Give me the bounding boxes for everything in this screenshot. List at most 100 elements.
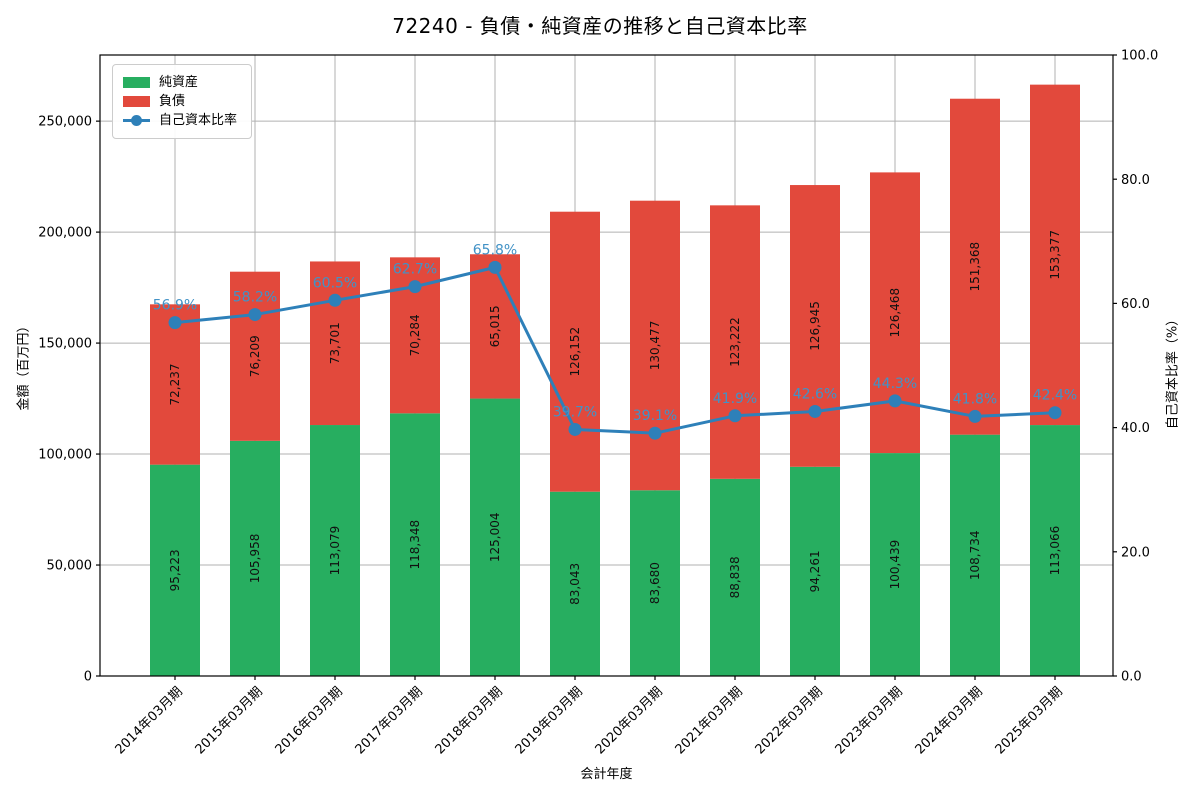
equity-ratio-value-label: 41.8%: [953, 391, 997, 407]
bar-value-label-liabilities: 126,468: [888, 288, 902, 338]
equity-ratio-value-label: 58.2%: [233, 290, 277, 306]
y-axis-right-tick-label: 60.0: [1121, 297, 1150, 312]
equity-ratio-swatch: [123, 115, 150, 126]
equity-ratio-value-label: 65.8%: [473, 242, 517, 258]
y-axis-left-tick-label: 250,000: [38, 115, 92, 130]
bar-segment-liabilities: [710, 205, 760, 479]
y-axis-right-tick-label: 80.0: [1121, 173, 1150, 188]
y-axis-left-tick-label: 50,000: [47, 559, 93, 574]
bar-value-label-liabilities: 70,284: [408, 314, 422, 356]
bar-value-label-liabilities: 123,222: [728, 317, 742, 367]
equity-ratio-value-label: 39.7%: [553, 404, 597, 420]
bar-value-label-liabilities: 72,237: [168, 363, 182, 405]
x-axis-tick-label: 2014年03月期: [113, 684, 186, 757]
bar-value-label-net-assets: 108,734: [968, 531, 982, 581]
bar-segment-net-assets: [710, 478, 760, 676]
bar-segment-liabilities: [470, 254, 520, 399]
equity-ratio-marker: [728, 409, 742, 423]
legend: 純資産 負債 自己資本比率: [112, 64, 252, 139]
equity-ratio-value-label: 62.7%: [393, 262, 437, 278]
bar-segment-liabilities: [310, 261, 360, 426]
bar-segment-liabilities: [230, 271, 280, 441]
equity-ratio-marker: [328, 293, 342, 307]
bar-value-label-liabilities: 151,368: [968, 242, 982, 292]
liabilities-swatch: [123, 96, 150, 107]
bar-segment-net-assets: [950, 434, 1000, 676]
bar-value-label-net-assets: 94,261: [808, 550, 822, 592]
legend-item-net-assets: 純資産: [123, 74, 241, 91]
equity-ratio-marker: [648, 426, 662, 440]
legend-label-equity-ratio: 自己資本比率: [159, 113, 238, 128]
bar-segment-liabilities: [790, 185, 840, 467]
bar-value-label-net-assets: 113,079: [328, 526, 342, 576]
bar-value-label-net-assets: 105,958: [248, 534, 262, 584]
equity-ratio-marker: [248, 308, 262, 322]
equity-ratio-marker: [488, 260, 502, 274]
bar-segment-net-assets: [230, 440, 280, 676]
equity-ratio-value-label: 44.3%: [873, 376, 917, 392]
equity-ratio-marker: [888, 394, 902, 408]
plot-border: [99, 54, 1114, 677]
equity-ratio-marker: [408, 280, 422, 294]
bar-value-label-liabilities: 73,701: [328, 322, 342, 364]
legend-item-liabilities: 負債: [123, 93, 241, 110]
y-axis-right-tick-label: 0.0: [1121, 670, 1142, 685]
y-axis-right-tick-label: 40.0: [1121, 421, 1150, 436]
bar-value-label-liabilities: 126,945: [808, 301, 822, 351]
y-axis-label-left: 金額（百万円）: [16, 319, 32, 411]
legend-label-net-assets: 純資産: [159, 75, 199, 90]
y-axis-label-right: 自己資本比率（%）: [1165, 312, 1181, 430]
bar-segment-net-assets: [470, 398, 520, 676]
bar-segment-liabilities: [630, 200, 680, 491]
bar-segment-net-assets: [790, 466, 840, 676]
bar-value-label-net-assets: 125,004: [488, 512, 502, 562]
bar-segment-net-assets: [150, 464, 200, 676]
y-axis-left-tick-label: 0: [84, 670, 92, 685]
bar-value-label-net-assets: 118,348: [408, 520, 422, 570]
x-axis-tick-label: 2020年03月期: [593, 684, 666, 757]
bar-segment-net-assets: [870, 453, 920, 676]
bar-value-label-net-assets: 83,680: [648, 562, 662, 604]
bar-segment-net-assets: [390, 413, 440, 676]
bar-segment-net-assets: [550, 491, 600, 676]
x-axis-tick-label: 2022年03月期: [753, 684, 826, 757]
bar-value-label-net-assets: 83,043: [568, 563, 582, 605]
legend-label-liabilities: 負債: [159, 94, 186, 109]
chart-title: 72240 - 負債・純資産の推移と自己資本比率: [392, 14, 808, 38]
net-assets-swatch: [123, 77, 150, 88]
equity-ratio-marker: [168, 316, 182, 330]
equity-ratio-value-label: 42.4%: [1033, 388, 1077, 404]
x-axis-tick-label: 2021年03月期: [673, 684, 746, 757]
bar-value-label-net-assets: 88,838: [728, 556, 742, 598]
bar-value-label-net-assets: 100,439: [888, 540, 902, 590]
bar-value-label-net-assets: 113,066: [1048, 526, 1062, 576]
y-axis-left-tick-label: 200,000: [38, 226, 92, 241]
equity-ratio-line: [174, 265, 1056, 435]
bar-value-label-liabilities: 130,477: [648, 321, 662, 371]
equity-ratio-value-label: 41.9%: [713, 391, 757, 407]
legend-item-equity-ratio: 自己資本比率: [123, 112, 241, 129]
equity-ratio-value-label: 60.5%: [313, 275, 357, 291]
equity-ratio-marker: [1048, 406, 1062, 420]
x-axis-tick-label: 2023年03月期: [833, 684, 906, 757]
y-axis-left-tick-label: 150,000: [38, 337, 92, 352]
bar-value-label-liabilities: 153,377: [1048, 230, 1062, 280]
equity-ratio-marker-icon: [131, 115, 142, 126]
bar-segment-liabilities: [1030, 84, 1080, 426]
x-axis-tick-label: 2025年03月期: [993, 684, 1066, 757]
x-axis-tick-label: 2018年03月期: [433, 684, 506, 757]
bar-segment-net-assets: [1030, 425, 1080, 676]
bar-segment-net-assets: [310, 425, 360, 676]
equity-ratio-marker: [968, 409, 982, 423]
bar-value-label-liabilities: 126,152: [568, 327, 582, 377]
x-axis-tick-label: 2024年03月期: [913, 684, 986, 757]
x-axis-tick-label: 2015年03月期: [193, 684, 266, 757]
equity-ratio-value-label: 56.9%: [153, 298, 197, 314]
bar-value-label-liabilities: 76,209: [248, 335, 262, 377]
bar-segment-liabilities: [150, 304, 200, 465]
bar-segment-net-assets: [630, 490, 680, 676]
bar-value-label-liabilities: 65,015: [488, 305, 502, 347]
y-axis-right-tick-label: 100.0: [1121, 49, 1158, 64]
